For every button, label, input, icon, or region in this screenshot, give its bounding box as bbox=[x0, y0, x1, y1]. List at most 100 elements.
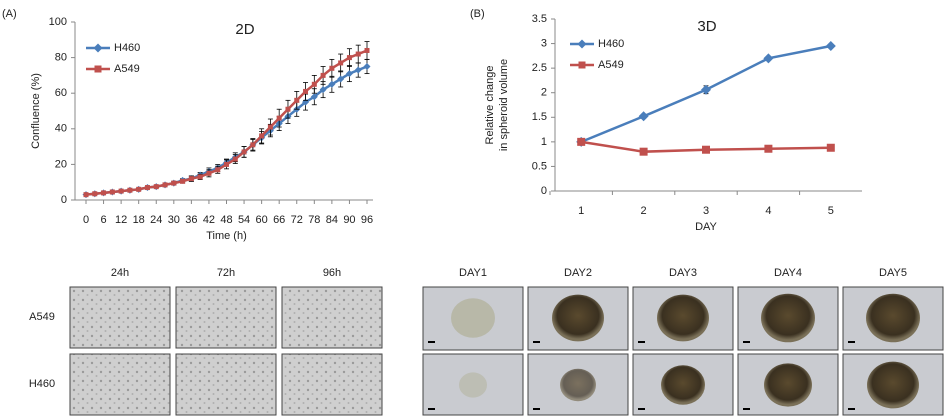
marker bbox=[180, 178, 186, 184]
y-axis-label: in spheroid volume bbox=[498, 59, 510, 151]
x-tick-label: 24 bbox=[150, 214, 162, 226]
marker bbox=[363, 63, 371, 70]
x-tick-label: 78 bbox=[308, 214, 320, 226]
spheroid bbox=[867, 361, 919, 409]
x-tick-label: 2 bbox=[641, 205, 647, 217]
x-tick-label: 4 bbox=[765, 205, 771, 217]
marker bbox=[250, 142, 256, 148]
y-tick-label: 80 bbox=[55, 52, 67, 64]
marker bbox=[92, 191, 98, 197]
spheroid bbox=[761, 293, 815, 343]
legend-label: H460 bbox=[114, 42, 140, 54]
legend-label: H460 bbox=[598, 38, 624, 50]
marker bbox=[259, 133, 265, 139]
y-axis-label: Confluence (%) bbox=[30, 73, 42, 149]
spheroid bbox=[866, 293, 920, 343]
y-tick-label: 100 bbox=[49, 16, 67, 28]
spheroid bbox=[552, 294, 604, 342]
column-label: 96h bbox=[323, 267, 341, 279]
marker bbox=[328, 80, 336, 88]
x-tick-label: 0 bbox=[83, 214, 89, 226]
marker bbox=[109, 189, 115, 195]
y-tick-label: 60 bbox=[55, 87, 67, 99]
marker bbox=[206, 170, 212, 176]
panel-label: (B) bbox=[470, 8, 485, 20]
cell-image bbox=[69, 353, 171, 416]
marker bbox=[311, 81, 317, 87]
marker bbox=[118, 188, 124, 194]
marker bbox=[83, 192, 89, 198]
series-line bbox=[85, 65, 368, 196]
marker bbox=[577, 137, 586, 146]
marker bbox=[285, 106, 291, 112]
marker bbox=[215, 167, 221, 173]
x-tick-label: 1 bbox=[578, 205, 584, 217]
legend-label: A549 bbox=[598, 59, 624, 71]
x-tick-label: 72 bbox=[291, 214, 303, 226]
marker bbox=[346, 55, 352, 61]
marker bbox=[197, 174, 203, 180]
marker bbox=[303, 88, 309, 94]
x-tick-label: 30 bbox=[168, 214, 180, 226]
marker bbox=[232, 156, 238, 162]
x-tick-label: 36 bbox=[185, 214, 197, 226]
marker bbox=[94, 65, 102, 73]
marker bbox=[310, 93, 318, 101]
y-axis-label: Relative change bbox=[484, 66, 496, 145]
cell-image bbox=[175, 353, 277, 416]
y-tick-label: 1.5 bbox=[532, 111, 547, 123]
y-tick-label: 0 bbox=[61, 194, 67, 206]
x-tick-label: 5 bbox=[828, 205, 834, 217]
marker bbox=[162, 182, 168, 188]
cell-image bbox=[281, 353, 383, 416]
row-label: H460 bbox=[29, 378, 55, 390]
marker bbox=[364, 47, 370, 53]
marker bbox=[276, 115, 282, 121]
marker bbox=[577, 39, 587, 49]
marker bbox=[93, 43, 103, 53]
marker bbox=[171, 180, 177, 186]
marker bbox=[825, 41, 836, 52]
marker bbox=[153, 184, 159, 190]
cell-image bbox=[69, 286, 171, 349]
column-label: DAY2 bbox=[564, 267, 592, 279]
chart-title: 2D bbox=[235, 21, 254, 38]
column-label: DAY4 bbox=[774, 267, 802, 279]
marker bbox=[764, 144, 773, 153]
column-label: DAY3 bbox=[669, 267, 697, 279]
x-tick-label: 84 bbox=[326, 214, 338, 226]
y-tick-label: 0 bbox=[541, 185, 547, 197]
x-tick-label: 42 bbox=[203, 214, 215, 226]
marker bbox=[144, 185, 150, 191]
marker bbox=[188, 176, 194, 182]
x-tick-label: 90 bbox=[343, 214, 355, 226]
marker bbox=[763, 53, 774, 64]
marker bbox=[136, 186, 142, 192]
spheroid bbox=[764, 363, 812, 407]
legend-label: A549 bbox=[114, 63, 140, 75]
marker bbox=[702, 145, 710, 154]
y-tick-label: 0.5 bbox=[532, 160, 547, 172]
marker bbox=[701, 84, 711, 95]
marker bbox=[127, 187, 133, 193]
x-tick-label: 6 bbox=[101, 214, 107, 226]
x-axis-label: Time (h) bbox=[206, 230, 247, 242]
marker bbox=[638, 111, 649, 122]
x-tick-label: 60 bbox=[256, 214, 268, 226]
marker bbox=[337, 75, 345, 83]
y-tick-label: 3 bbox=[541, 37, 547, 49]
chart-title: 3D bbox=[697, 18, 716, 35]
column-label: 24h bbox=[111, 267, 129, 279]
row-label: A549 bbox=[29, 311, 55, 323]
spheroid bbox=[560, 368, 596, 402]
y-tick-label: 2.5 bbox=[532, 62, 547, 74]
y-tick-label: 20 bbox=[55, 158, 67, 170]
x-tick-label: 54 bbox=[238, 214, 250, 226]
x-tick-label: 12 bbox=[115, 214, 127, 226]
marker bbox=[267, 124, 273, 130]
y-tick-label: 3.5 bbox=[532, 13, 547, 25]
marker bbox=[345, 70, 353, 78]
column-label: DAY5 bbox=[879, 267, 907, 279]
marker bbox=[354, 66, 362, 74]
x-tick-label: 48 bbox=[220, 214, 232, 226]
